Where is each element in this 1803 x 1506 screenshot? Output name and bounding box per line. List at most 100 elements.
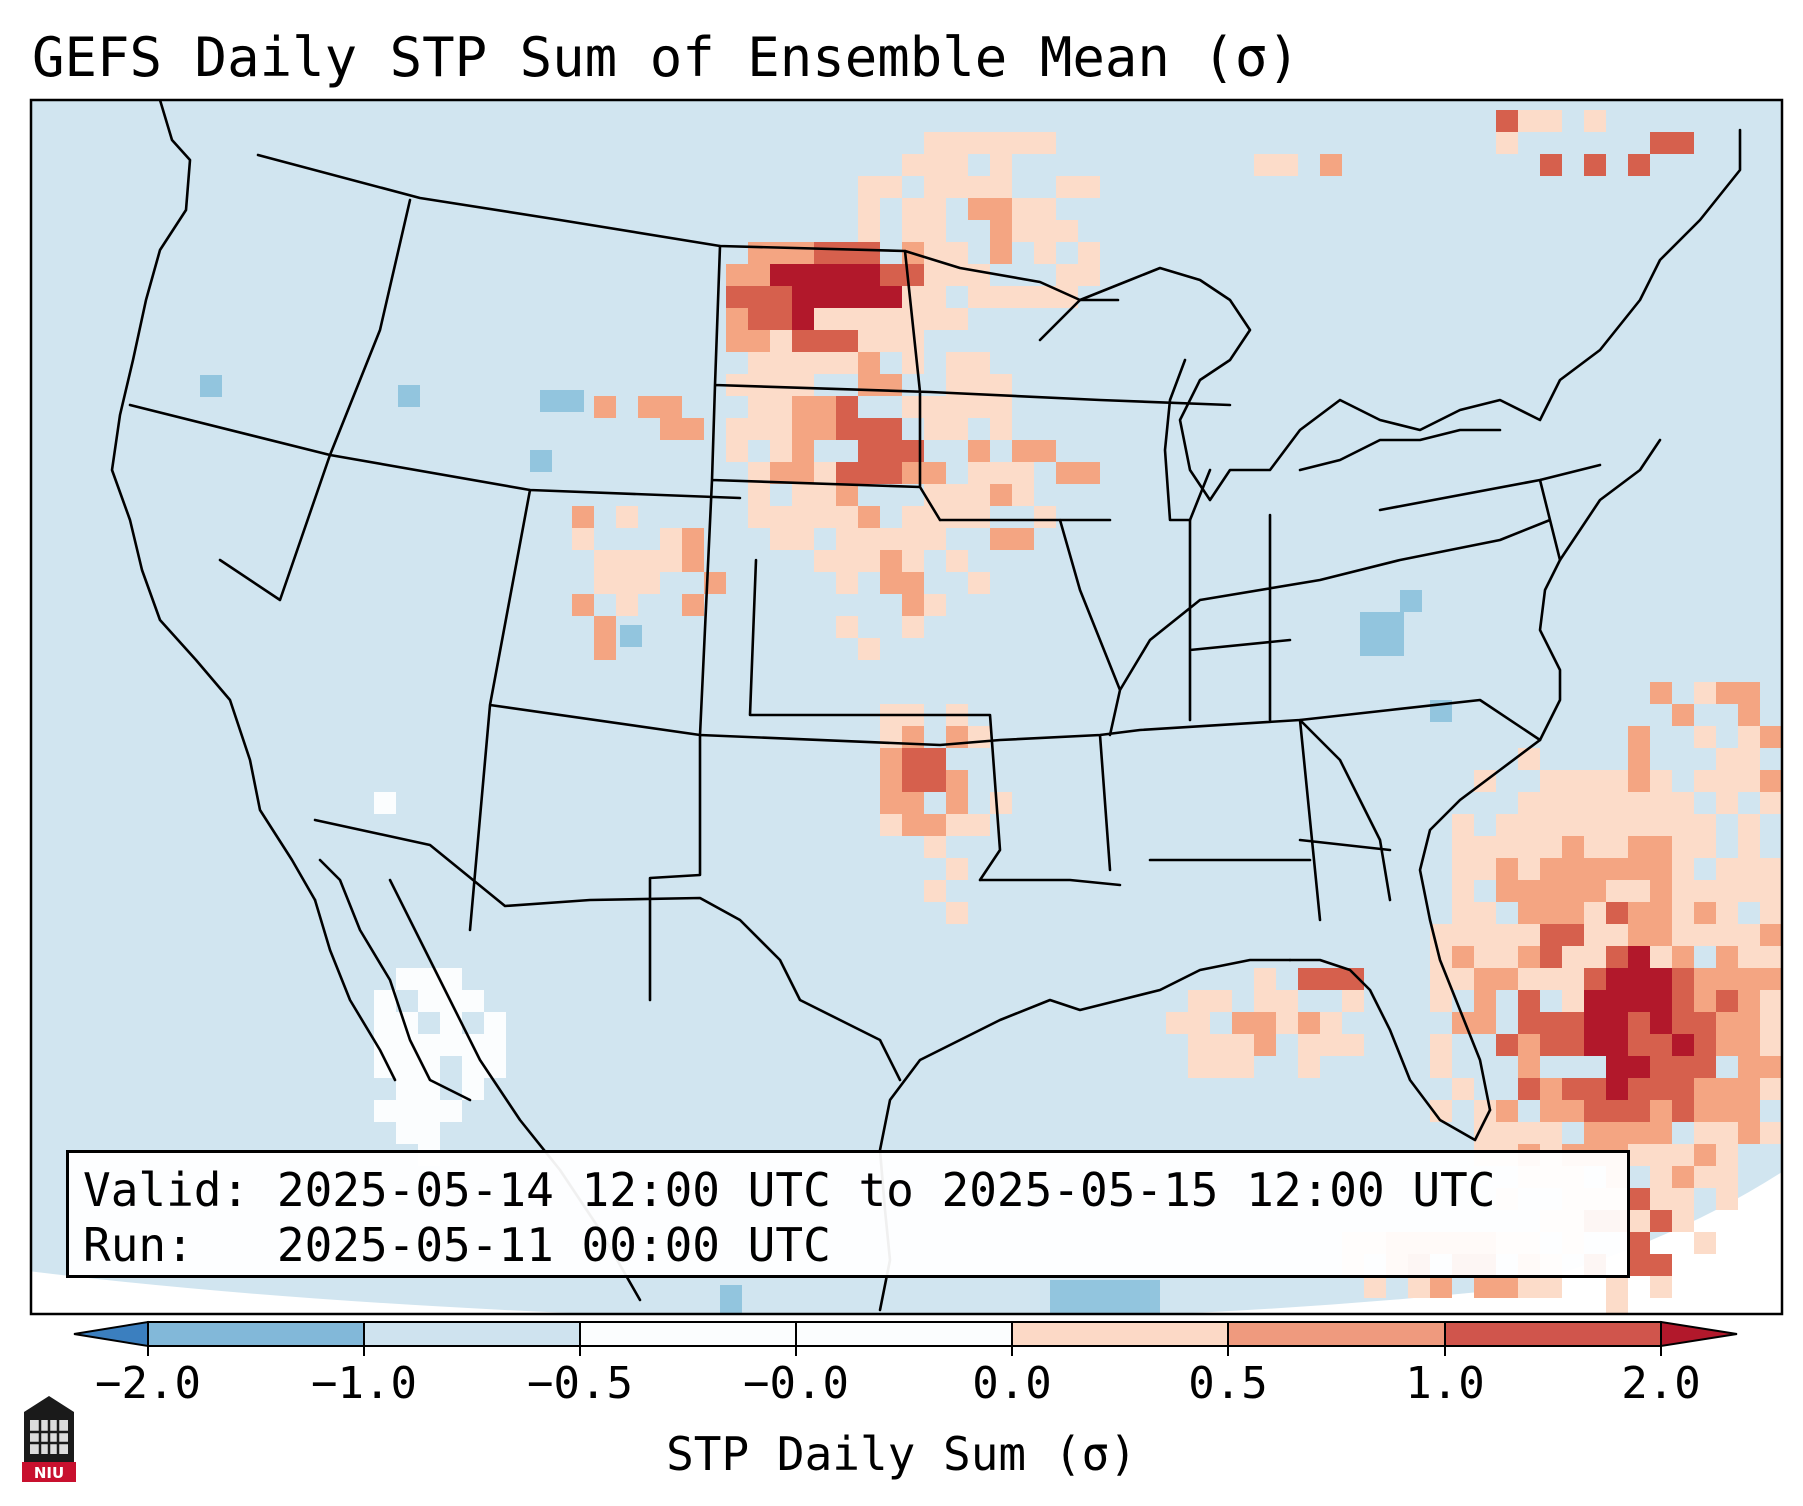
anomaly-cell (792, 330, 814, 352)
anomaly-cell (1232, 1012, 1254, 1034)
anomaly-cell (792, 418, 814, 440)
anomaly-cell (1782, 1100, 1803, 1122)
anomaly-cell (990, 528, 1012, 550)
anomaly-cell (968, 726, 990, 748)
anomaly-cell (1760, 968, 1782, 990)
anomaly-cell (880, 550, 902, 572)
anomaly-cell (1320, 1034, 1342, 1056)
anomaly-cell (858, 176, 880, 198)
anomaly-cell (1738, 726, 1760, 748)
anomaly-cell (1606, 1034, 1628, 1056)
anomaly-cell (1694, 1100, 1716, 1122)
anomaly-cell (902, 352, 924, 374)
anomaly-cell (1738, 968, 1760, 990)
anomaly-cell (990, 132, 1012, 154)
anomaly-cell (660, 550, 682, 572)
anomaly-cell (638, 550, 660, 572)
anomaly-cell (880, 528, 902, 550)
anomaly-cell (1760, 1122, 1782, 1144)
anomaly-cell (990, 792, 1012, 814)
anomaly-cell (1650, 836, 1672, 858)
anomaly-cell (1694, 1078, 1716, 1100)
anomaly-cell (968, 484, 990, 506)
anomaly-cell (1562, 880, 1584, 902)
anomaly-cell (1474, 858, 1496, 880)
anomaly-cell (1738, 1012, 1760, 1034)
anomaly-cell (1738, 1100, 1760, 1122)
anomaly-cell (418, 990, 440, 1012)
anomaly-cell (726, 440, 748, 462)
anomaly-cell (1672, 1166, 1694, 1188)
anomaly-cell (858, 242, 880, 264)
anomaly-cell (1782, 836, 1803, 858)
anomaly-cell (1056, 264, 1078, 286)
anomaly-cell (1496, 132, 1518, 154)
anomaly-cell (1298, 1056, 1320, 1078)
anomaly-cell (1540, 792, 1562, 814)
anomaly-cell (968, 374, 990, 396)
colorbar-tick-label: 2.0 (1621, 1358, 1700, 1409)
anomaly-cell (792, 264, 814, 286)
anomaly-cell (1430, 1276, 1452, 1298)
anomaly-cell (1562, 836, 1584, 858)
anomaly-cell (792, 506, 814, 528)
anomaly-cell (990, 286, 1012, 308)
anomaly-cell (1760, 1078, 1782, 1100)
anomaly-cell (1672, 990, 1694, 1012)
anomaly-cell (880, 418, 902, 440)
colorbar: −2.0 −1.0 −0.5 −0.0 0.0 0.5 1.0 2.0 (73, 1320, 1738, 1409)
colorbar-tick-label: −0.0 (743, 1358, 849, 1409)
anomaly-cell (1078, 462, 1100, 484)
anomaly-cell (880, 264, 902, 286)
anomaly-cell (1496, 1276, 1518, 1298)
anomaly-cell (1606, 1012, 1628, 1034)
anomaly-cell (1628, 1034, 1650, 1056)
anomaly-cell (1562, 814, 1584, 836)
anomaly-cell (1012, 132, 1034, 154)
anomaly-cell (1716, 902, 1738, 924)
anomaly-cell (1716, 990, 1738, 1012)
anomaly-cell (770, 506, 792, 528)
anomaly-cell (1650, 682, 1672, 704)
anomaly-cell (1540, 1034, 1562, 1056)
anomaly-cell (946, 418, 968, 440)
anomaly-cell (418, 1122, 440, 1144)
anomaly-cell (924, 396, 946, 418)
colorbar-tick-label: 1.0 (1405, 1358, 1484, 1409)
anomaly-cell (594, 396, 616, 418)
anomaly-cell (858, 220, 880, 242)
anomaly-cell (374, 990, 396, 1012)
anomaly-cell (594, 550, 616, 572)
anomaly-cell (1672, 968, 1694, 990)
anomaly-cell (792, 440, 814, 462)
anomaly-cell (1672, 1210, 1694, 1232)
anomaly-cell (1672, 858, 1694, 880)
anomaly-cell (1650, 1034, 1672, 1056)
anomaly-cell (902, 748, 924, 770)
anomaly-cell (880, 726, 902, 748)
anomaly-cell (1694, 836, 1716, 858)
anomaly-cell (1012, 440, 1034, 462)
anomaly-cell (396, 968, 418, 990)
anomaly-cell (374, 1100, 396, 1122)
lake-michigan (1163, 358, 1212, 522)
anomaly-cell (1650, 1254, 1672, 1276)
anomaly-cell (1738, 1122, 1760, 1144)
anomaly-cell (1254, 990, 1276, 1012)
anomaly-cell (748, 418, 770, 440)
anomaly-cell (1452, 880, 1474, 902)
anomaly-cell (462, 1056, 484, 1078)
anomaly-cell (1584, 858, 1606, 880)
anomaly-cell (1628, 968, 1650, 990)
negative-cell (530, 450, 552, 472)
anomaly-cell (726, 286, 748, 308)
anomaly-cell (1012, 220, 1034, 242)
anomaly-cell (770, 396, 792, 418)
anomaly-cell (1452, 968, 1474, 990)
anomaly-cell (924, 880, 946, 902)
anomaly-cell (1672, 1188, 1694, 1210)
anomaly-cell (1584, 968, 1606, 990)
anomaly-cell (1430, 1100, 1452, 1122)
anomaly-cell (1298, 1034, 1320, 1056)
anomaly-cell (946, 484, 968, 506)
